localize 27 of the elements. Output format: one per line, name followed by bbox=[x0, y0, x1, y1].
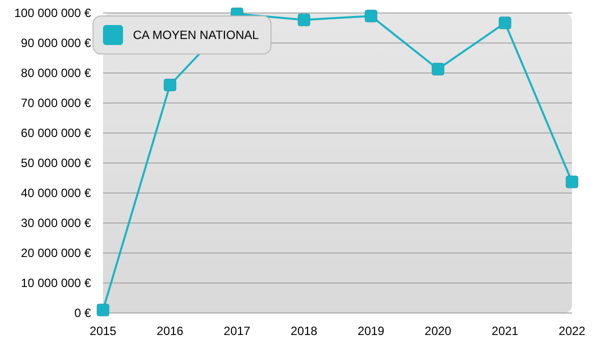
point bbox=[96, 304, 110, 316]
x-tick-label: 2017 bbox=[224, 324, 251, 338]
x-tick-label: 2019 bbox=[358, 324, 385, 338]
point bbox=[298, 14, 310, 26]
y-tick-label: 100 000 000 € bbox=[14, 6, 92, 20]
legend-label: CA MOYEN NATIONAL bbox=[133, 28, 260, 42]
y-tick-label: 30 000 000 € bbox=[20, 216, 92, 230]
point bbox=[164, 78, 176, 92]
x-tick-label: 2018 bbox=[290, 324, 318, 338]
x-tick-label: 2022 bbox=[558, 324, 586, 338]
y-tick-label: 60 000 000 € bbox=[20, 126, 92, 140]
y-tick-label: 70 000 000 € bbox=[20, 96, 92, 110]
y-tick-label: 0 € bbox=[74, 306, 92, 320]
point bbox=[432, 62, 444, 76]
y-tick-label: 10 000 000 € bbox=[20, 276, 92, 290]
x-tick-label: 2021 bbox=[492, 324, 519, 338]
x-tick-label: 2015 bbox=[90, 324, 117, 338]
x-tick-label: 2020 bbox=[424, 324, 452, 338]
point bbox=[566, 176, 578, 188]
y-tick-label: 90 000 000 € bbox=[20, 36, 92, 50]
y-tick-label: 40 000 000 € bbox=[20, 186, 92, 200]
point bbox=[364, 10, 378, 22]
point bbox=[498, 16, 512, 30]
x-tick-label: 2016 bbox=[156, 324, 184, 338]
y-tick-label: 20 000 000 € bbox=[20, 246, 92, 260]
y-tick-label: 50 000 000 € bbox=[20, 156, 92, 170]
y-tick-label: 80 000 000 € bbox=[20, 66, 92, 80]
